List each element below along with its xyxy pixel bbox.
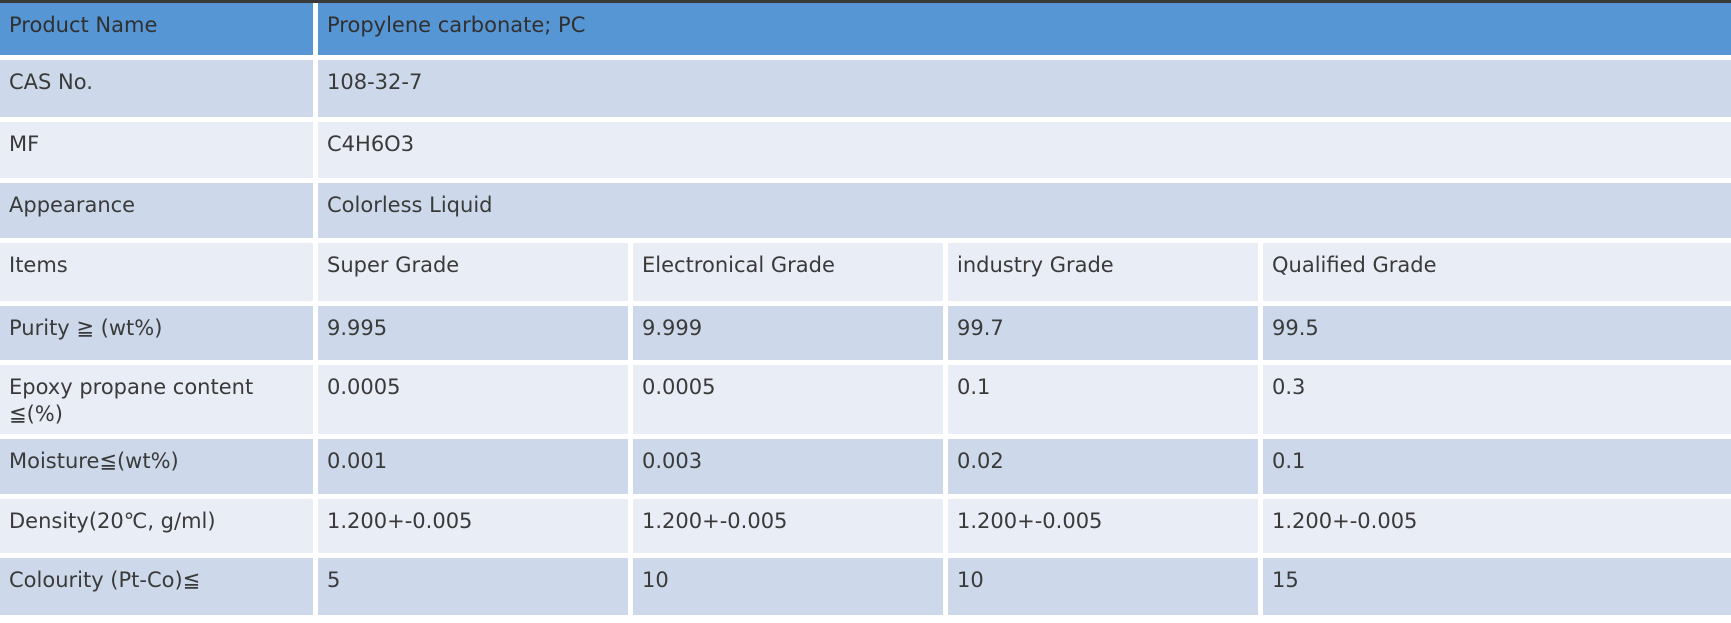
moisture-value-electronical: 0.003 [633, 439, 943, 494]
moisture-value-super: 0.001 [318, 439, 628, 494]
density-value-electronical: 1.200+-0.005 [633, 499, 943, 553]
mf-label: MF [0, 122, 313, 178]
colourity-label: Colourity (Pt-Co)≦ [0, 558, 313, 615]
density-value-industry: 1.200+-0.005 [948, 499, 1258, 553]
epoxy-propane-value-qualified: 0.3 [1263, 365, 1731, 434]
product-name-value: Propylene carbonate; PC [318, 3, 1731, 55]
grade-column-header-electronical: Electronical Grade [633, 243, 943, 301]
product-spec-table: Product Name Propylene carbonate; PC CAS… [0, 3, 1731, 615]
moisture-value-qualified: 0.1 [1263, 439, 1731, 494]
cas-no-label: CAS No. [0, 60, 313, 117]
moisture-label: Moisture≦(wt%) [0, 439, 313, 494]
colourity-value-qualified: 15 [1263, 558, 1731, 615]
colourity-value-industry: 10 [948, 558, 1258, 615]
purity-value-industry: 99.7 [948, 306, 1258, 360]
cas-no-value: 108-32-7 [318, 60, 1731, 117]
density-value-super: 1.200+-0.005 [318, 499, 628, 553]
product-name-label: Product Name [0, 3, 313, 55]
mf-value: C4H6O3 [318, 122, 1731, 178]
epoxy-propane-value-industry: 0.1 [948, 365, 1258, 434]
grade-column-header-super: Super Grade [318, 243, 628, 301]
items-header-label: Items [0, 243, 313, 301]
epoxy-propane-value-electronical: 0.0005 [633, 365, 943, 434]
epoxy-propane-value-super: 0.0005 [318, 365, 628, 434]
table-top-border [0, 0, 1731, 3]
purity-value-super: 9.995 [318, 306, 628, 360]
appearance-label: Appearance [0, 183, 313, 238]
purity-value-electronical: 9.999 [633, 306, 943, 360]
purity-label: Purity ≧ (wt%) [0, 306, 313, 360]
purity-value-qualified: 99.5 [1263, 306, 1731, 360]
moisture-value-industry: 0.02 [948, 439, 1258, 494]
colourity-value-electronical: 10 [633, 558, 943, 615]
grade-column-header-industry: industry Grade [948, 243, 1258, 301]
colourity-value-super: 5 [318, 558, 628, 615]
density-value-qualified: 1.200+-0.005 [1263, 499, 1731, 553]
epoxy-propane-label: Epoxy propane content ≦(%) [0, 365, 313, 434]
appearance-value: Colorless Liquid [318, 183, 1731, 238]
grade-column-header-qualified: Qualified Grade [1263, 243, 1731, 301]
density-label: Density(20℃, g/ml) [0, 499, 313, 553]
